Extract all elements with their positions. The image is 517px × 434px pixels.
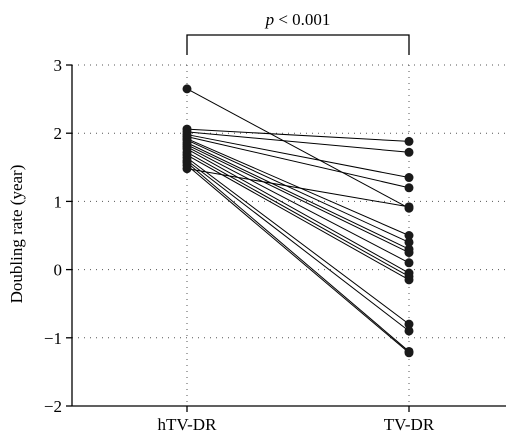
pair-line (186, 157, 410, 325)
y-tick-label: 2 (54, 124, 63, 143)
y-axis-label: Doubling rate (year) (7, 165, 26, 304)
pair-line (186, 144, 410, 253)
point-tv-dr (404, 237, 414, 247)
pair-line (186, 134, 410, 179)
point-tv-dr (404, 231, 414, 240)
pair-line (186, 164, 410, 354)
pair-line (186, 88, 410, 209)
pair-line (186, 151, 410, 277)
axes (71, 65, 506, 407)
data-points (182, 84, 414, 358)
pair-line (186, 154, 410, 281)
point-tv-dr (404, 147, 414, 157)
pair-line (186, 168, 410, 208)
y-tick-label: 3 (54, 56, 63, 75)
x-tick-label: TV-DR (384, 415, 435, 434)
pair-line (186, 142, 410, 250)
point-htv-dr (182, 164, 192, 174)
pair-line (186, 160, 410, 332)
point-tv-dr (404, 173, 414, 183)
x-tick-label: hTV-DR (158, 415, 218, 434)
point-tv-dr (404, 348, 414, 358)
point-tv-dr (404, 326, 414, 336)
pair-line (186, 131, 410, 153)
y-axis-ticks: −2 −1 0 1 2 3 (44, 56, 72, 416)
p-value-label: p < 0.001 (265, 10, 331, 29)
pair-line (186, 128, 410, 142)
pair-line (186, 138, 410, 236)
grid-lines (72, 64, 506, 406)
point-tv-dr (404, 136, 414, 146)
bracket-line (186, 34, 410, 55)
point-tv-dr (404, 202, 414, 212)
point-tv-dr (404, 275, 414, 285)
y-tick-label: −1 (44, 329, 62, 348)
p-value-text: < 0.001 (274, 10, 330, 29)
point-tv-dr (404, 183, 414, 193)
significance-bracket: p < 0.001 (186, 10, 410, 55)
pair-lines (186, 88, 410, 354)
point-tv-dr (404, 319, 414, 329)
pair-line (186, 136, 410, 189)
pair-line (186, 146, 410, 264)
y-tick-label: 0 (54, 261, 63, 280)
x-axis-labels: hTV-DR TV-DR (158, 406, 435, 434)
point-tv-dr (404, 258, 414, 268)
pair-line (186, 148, 410, 274)
p-symbol: p (265, 10, 275, 29)
point-htv-dr (182, 84, 192, 94)
point-tv-dr (404, 248, 414, 258)
pair-line (186, 162, 410, 352)
y-tick-label: −2 (44, 397, 62, 416)
pair-line (186, 139, 410, 243)
y-tick-label: 1 (54, 192, 63, 211)
